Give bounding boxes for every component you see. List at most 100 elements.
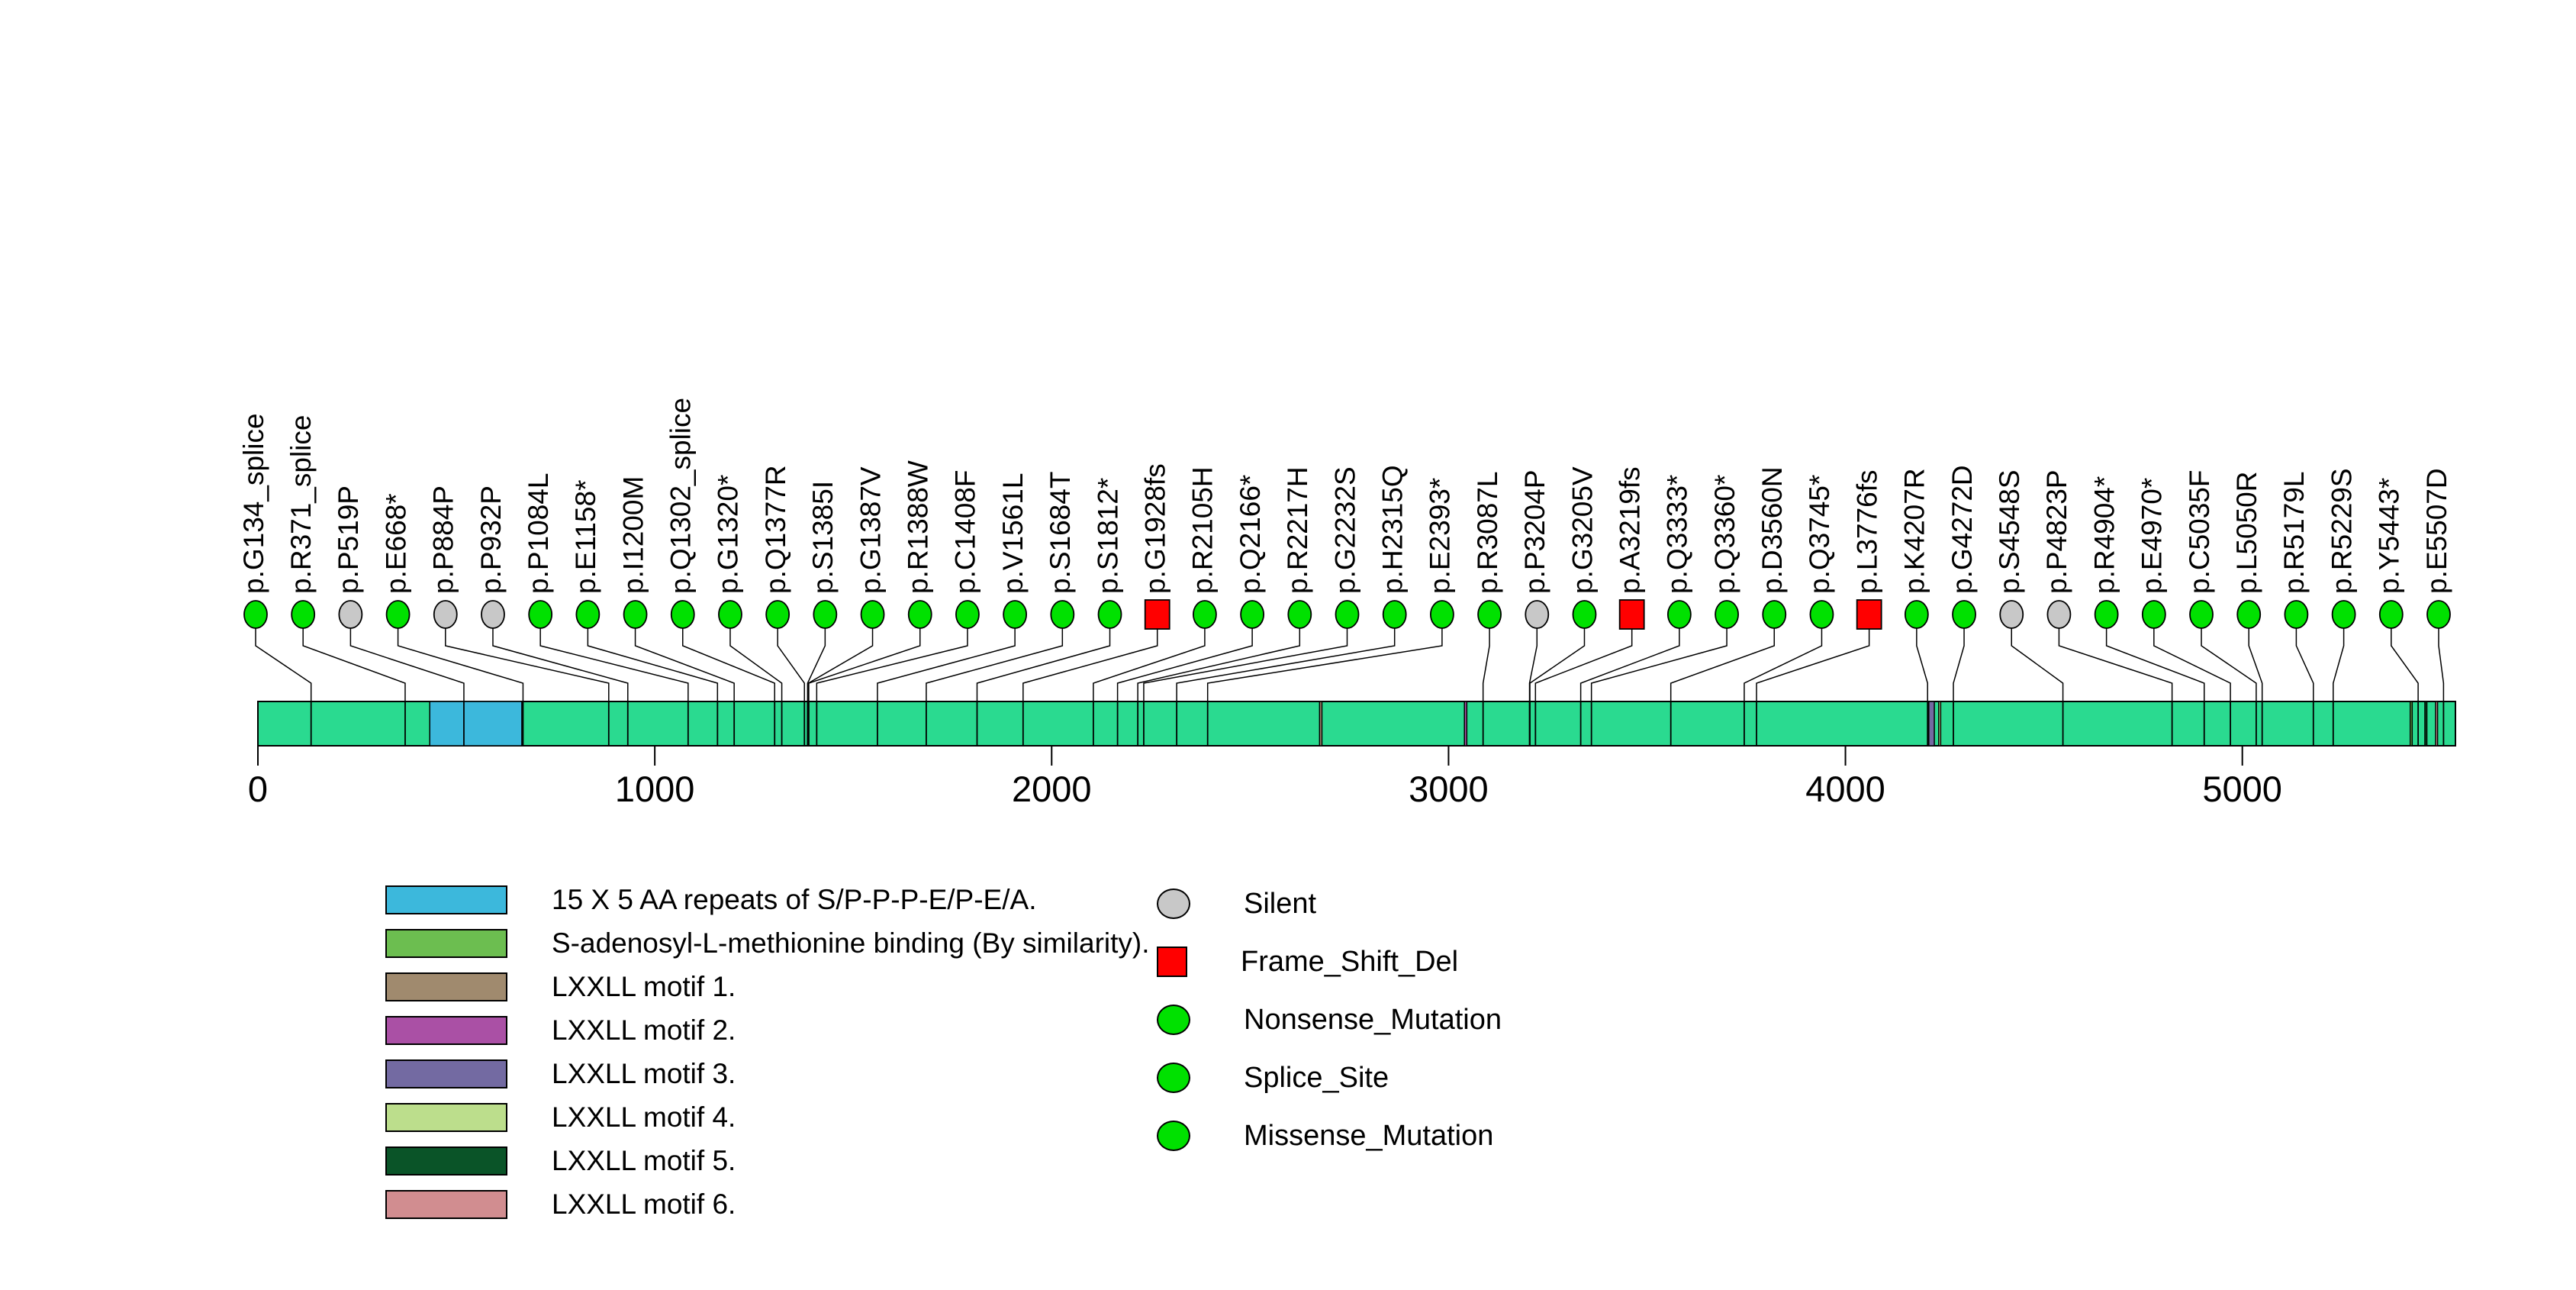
lollipop-stem: [492, 628, 629, 701]
mutation-marker: [860, 600, 885, 629]
lollipop-stem: [2438, 628, 2445, 701]
mutation-label: p.Q1377R: [760, 465, 791, 594]
lollipop-stem: [349, 628, 465, 701]
mutation-label: p.Q3745*: [1804, 475, 1835, 594]
lollipop-stem: [682, 628, 775, 701]
domain-legend-row: LXXLL motif 2.: [385, 1008, 1150, 1052]
mutation-marker: [623, 600, 648, 629]
mutation-marker: [433, 600, 458, 629]
mutation-marker: [813, 600, 838, 629]
lollipop-stem: [1116, 628, 1253, 701]
mutation-marker: [1003, 600, 1028, 629]
mutation-label: p.K4207R: [1899, 468, 1930, 594]
lollipop-stem: [2058, 628, 2173, 701]
mutation-type-legend-label: Silent: [1244, 887, 1317, 920]
lollipop-stem: [877, 628, 1016, 701]
lollipop-stem: [2391, 628, 2419, 701]
mutation-label: p.L3776fs: [1851, 469, 1882, 594]
lollipop-stem: [1953, 628, 1965, 701]
lollipop-stem: [2201, 628, 2257, 701]
mutation-label: p.Q3333*: [1662, 475, 1693, 594]
mutation-label: p.L5050R: [2231, 472, 2262, 594]
mutation-label: p.R2105H: [1187, 466, 1219, 594]
mutation-type-legend-row: Missense_Mutation: [1157, 1107, 1502, 1165]
mutation-label: p.P4823P: [2041, 469, 2072, 594]
mutation-marker: [1666, 600, 1692, 629]
protein-domain: [2409, 701, 2413, 747]
mutation-label: p.E668*: [380, 493, 411, 594]
domain-legend-label: S-adenosyl-L-methionine binding (By simi…: [552, 927, 1150, 959]
domain-legend-label: LXXLL motif 6.: [552, 1188, 736, 1220]
mutation-marker: [955, 600, 980, 629]
mutation-label: p.P1084L: [523, 473, 554, 594]
lollipop-stem: [777, 628, 805, 701]
domain-legend-row: LXXLL motif 4.: [385, 1095, 1150, 1139]
lollipop-stem: [1916, 628, 1928, 701]
mutation-label: p.R5179L: [2278, 472, 2310, 594]
domain-legend-label: LXXLL motif 4.: [552, 1101, 736, 1133]
mutation-label: p.V1561L: [997, 473, 1029, 594]
lollipop-stem: [1093, 628, 1206, 701]
axis-tick-label: 0: [248, 769, 268, 809]
mutation-marker: [243, 600, 268, 629]
mutation-label: p.R3087L: [1472, 472, 1503, 594]
square-marker-icon: [1157, 947, 1187, 977]
lollipop-stem: [255, 628, 312, 701]
lollipop-stem: [816, 628, 968, 701]
mutation-marker: [2331, 600, 2356, 629]
mutation-marker: [291, 600, 316, 629]
mutation-label: p.G1320*: [713, 475, 744, 594]
lollipop-stem: [1579, 628, 1680, 701]
lollipop-stem: [2105, 628, 2205, 701]
mutation-marker: [1952, 600, 1976, 629]
circle-marker-icon: [1157, 1121, 1190, 1151]
mutation-label: p.P3204P: [1519, 469, 1550, 594]
mutation-type-legend-row: Frame_Shift_Del: [1157, 933, 1502, 991]
axis-tick-label: 1000: [615, 769, 695, 809]
mutation-marker: [2094, 600, 2119, 629]
lollipop-stem: [1534, 628, 1633, 701]
lollipop-stem: [2248, 628, 2263, 701]
protein-domain: [429, 701, 523, 747]
lollipop-stem: [539, 628, 689, 701]
domain-legend-row: S-adenosyl-L-methionine binding (By simi…: [385, 921, 1150, 965]
mutation-marker: [1477, 600, 1502, 629]
mutation-marker: [1240, 600, 1265, 629]
mutation-label: p.R371_splice: [285, 415, 317, 594]
mutation-type-legend-row: Silent: [1157, 875, 1502, 933]
lollipop-stem: [1529, 628, 1586, 701]
mutation-marker: [528, 600, 553, 629]
mutation-label: p.S1385I: [807, 481, 839, 594]
mutation-marker: [718, 600, 742, 629]
lollipop-stem: [926, 628, 1064, 701]
mutation-type-legend-label: Frame_Shift_Del: [1241, 945, 1459, 978]
mutation-marker: [1856, 599, 1882, 630]
mutation-marker: [1193, 600, 1217, 629]
domain-legend-row: LXXLL motif 1.: [385, 965, 1150, 1008]
mutation-label: p.P519P: [333, 485, 364, 594]
mutation-type-legend-label: Splice_Site: [1244, 1061, 1389, 1094]
mutation-label: p.G1928fs: [1139, 463, 1170, 594]
mutation-marker: [1715, 600, 1739, 629]
protein-domain: [2435, 701, 2439, 747]
axis-tick-label: 3000: [1409, 769, 1489, 809]
lollipop-stem: [807, 628, 826, 701]
domain-color-swatch: [385, 885, 507, 914]
mutation-label: p.E1158*: [570, 480, 601, 595]
domain-legend-row: LXXLL motif 5.: [385, 1139, 1150, 1182]
domain-color-swatch: [385, 1059, 507, 1088]
protein-domain: [1938, 701, 1942, 747]
circle-marker-icon: [1157, 1005, 1190, 1035]
mutation-label: p.S1684T: [1045, 472, 1076, 594]
mutation-marker: [1762, 600, 1787, 629]
domain-color-swatch: [385, 1102, 507, 1132]
domain-legend-label: LXXLL motif 5.: [552, 1144, 736, 1176]
mutation-marker: [907, 600, 932, 629]
mutation-label: p.Y5443*: [2374, 478, 2405, 594]
mutation-marker: [1335, 600, 1360, 629]
lollipop-stem: [976, 628, 1111, 701]
mutation-marker: [1904, 600, 1929, 629]
domain-color-swatch: [385, 1146, 507, 1176]
domain-legend-label: LXXLL motif 3.: [552, 1057, 736, 1089]
